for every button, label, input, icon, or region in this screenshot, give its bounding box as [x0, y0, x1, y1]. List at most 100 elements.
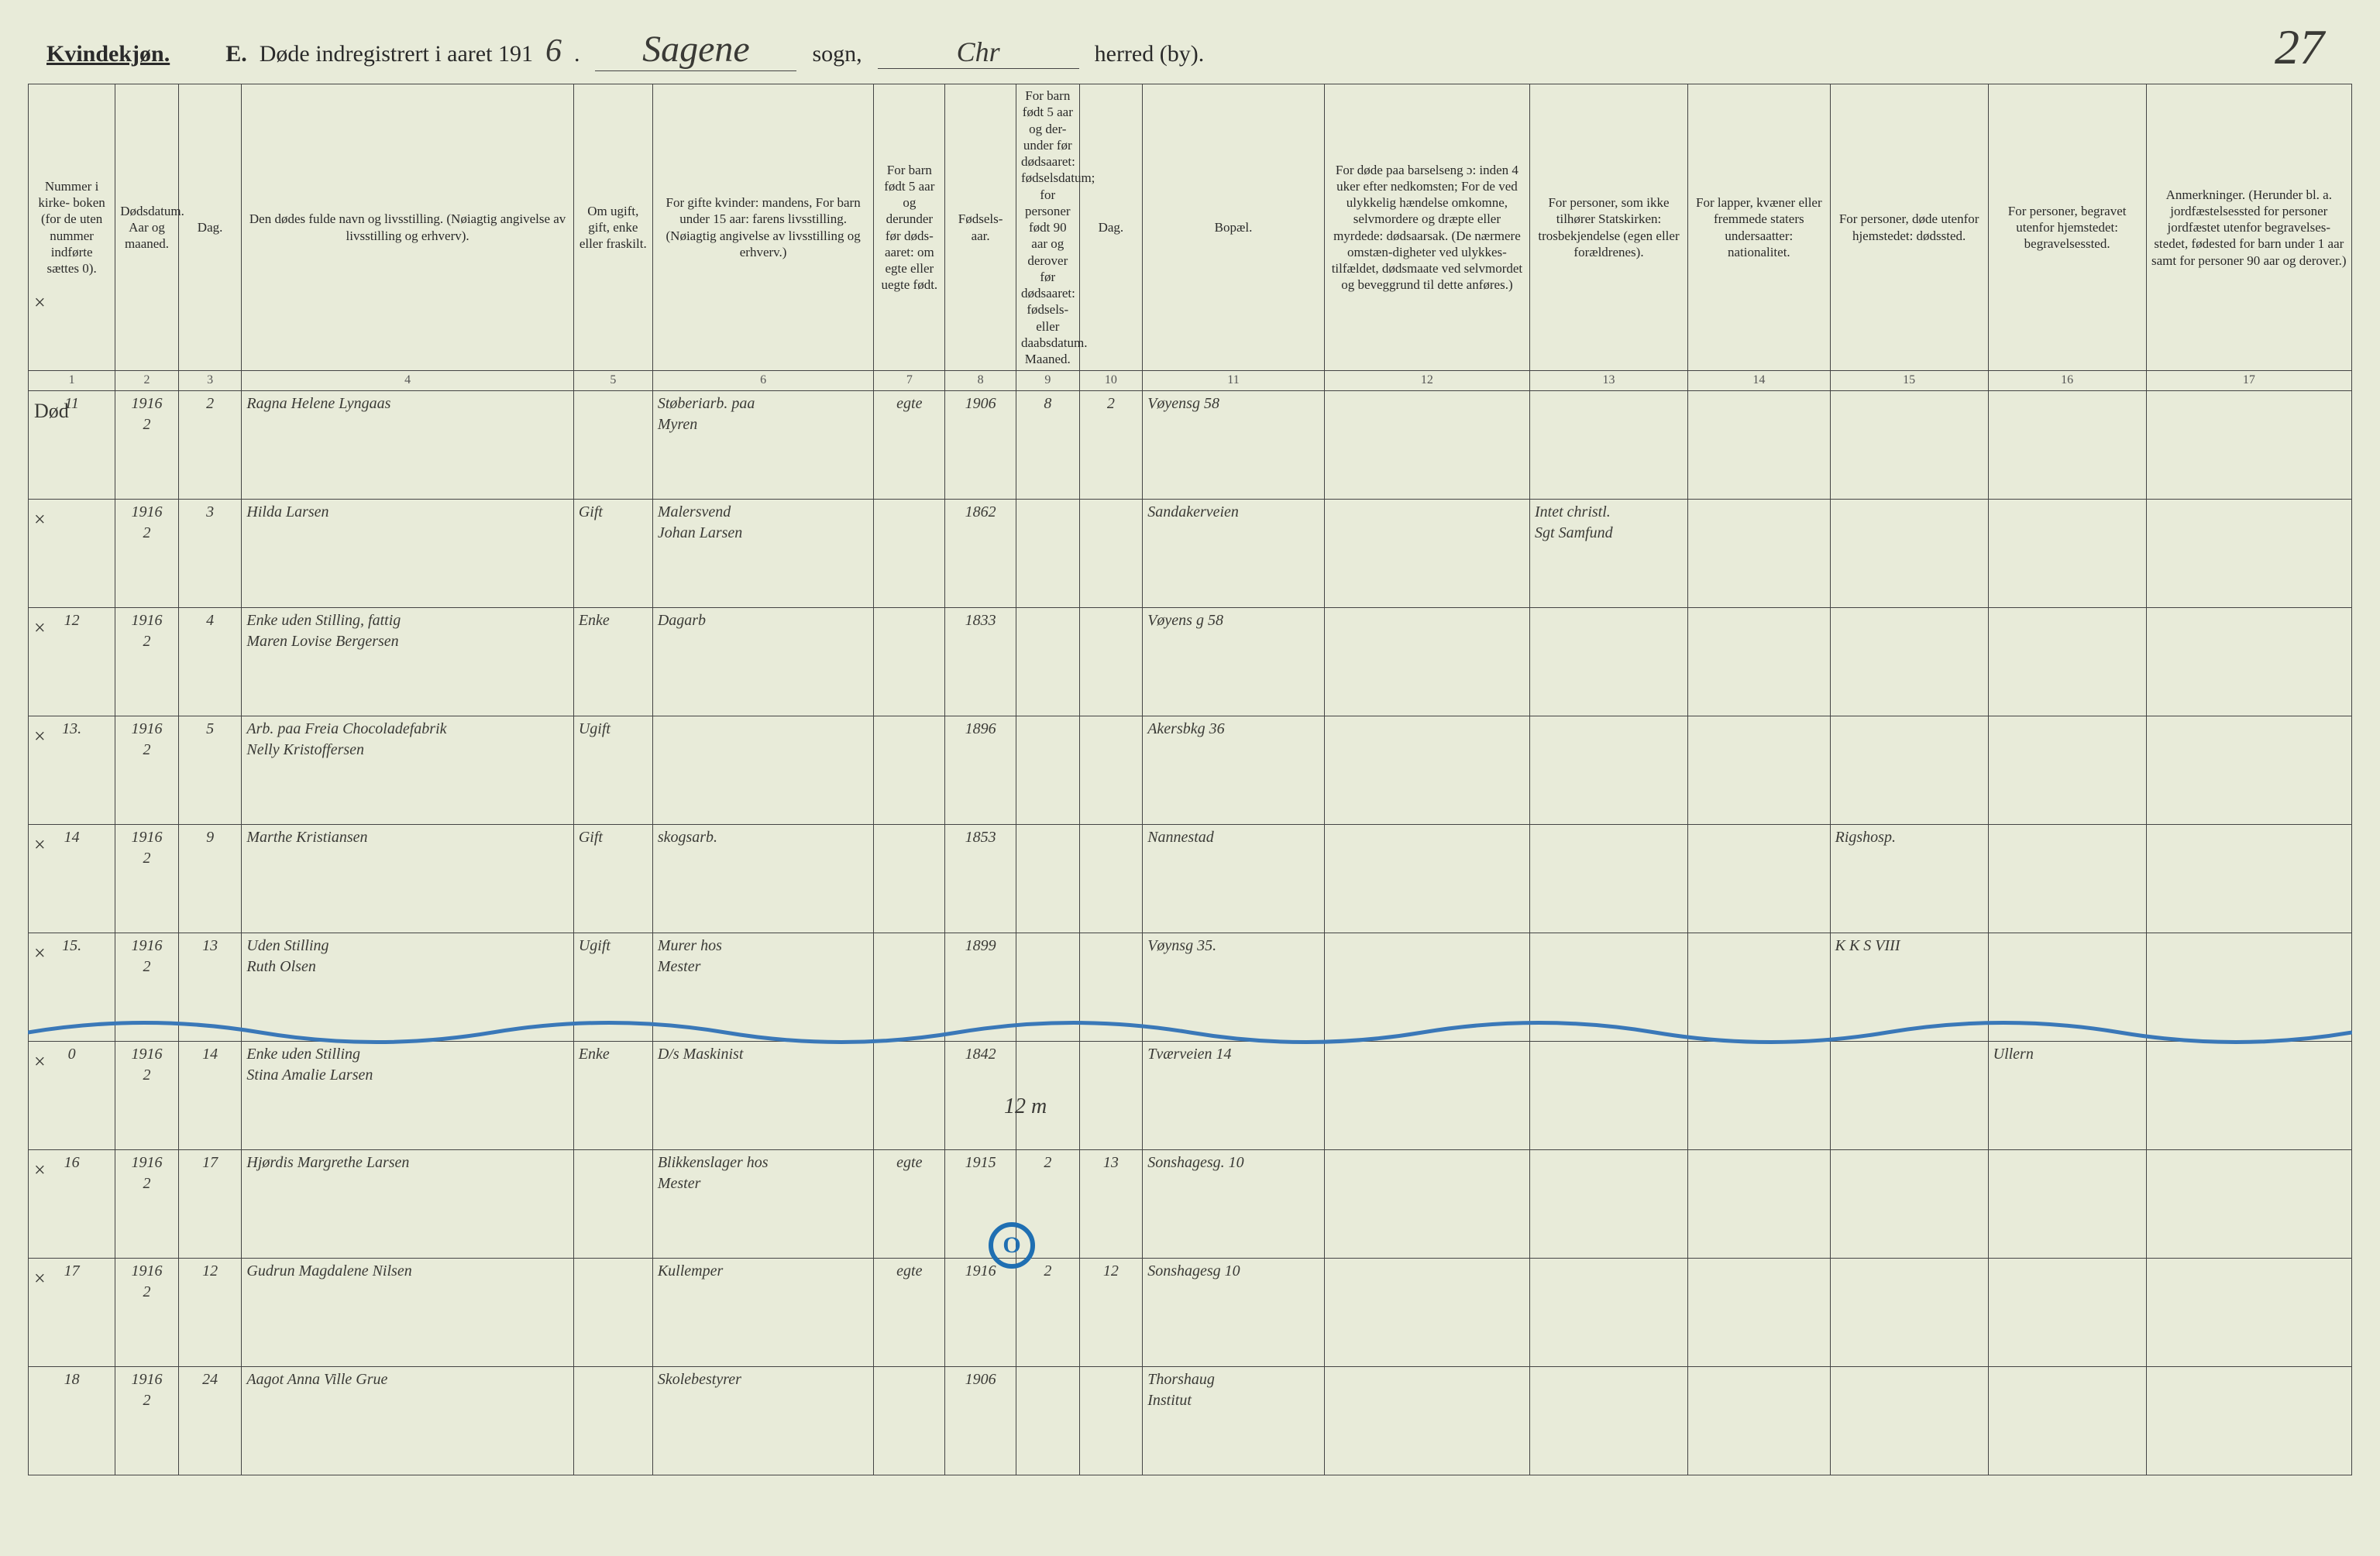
- col-header-4: Den dødes fulde navn og livsstilling. (N…: [242, 84, 573, 371]
- cell-line: 1916: [120, 503, 174, 522]
- cell-17: [2146, 391, 2351, 500]
- cell-12: [1324, 500, 1529, 608]
- cell-9: 8: [1016, 391, 1080, 500]
- form-header: Kvindekjøn. E. Døde indregistrert i aare…: [46, 28, 2352, 71]
- cell-5: Ugift: [573, 716, 652, 825]
- cell-line: 1916: [120, 394, 174, 414]
- cell-line: Enke uden Stilling: [246, 1045, 568, 1064]
- cell-line: 1916: [120, 1370, 174, 1389]
- col-header-11: Bopæl.: [1143, 84, 1325, 371]
- cell-9: [1016, 933, 1080, 1042]
- cell-line: Nelly Kristoffersen: [246, 740, 568, 760]
- cell-12: [1324, 1150, 1529, 1259]
- cell-4: Aagot Anna Ville Grue: [242, 1367, 573, 1475]
- cell-line: 2: [120, 1066, 174, 1085]
- cell-6: skogsarb.: [652, 825, 874, 933]
- cell-7: egte: [874, 1150, 945, 1259]
- cell-16: [1988, 500, 2146, 608]
- cell-11: Tværveien 14: [1143, 1042, 1325, 1150]
- cell-line: 1916: [120, 611, 174, 630]
- cell-line: Arb. paa Freia Chocoladefabrik: [246, 720, 568, 739]
- colnum: 12: [1324, 371, 1529, 391]
- cell-15: [1830, 716, 1988, 825]
- cell-8: 1862: [945, 500, 1016, 608]
- parish-hand: Sagene: [595, 28, 796, 71]
- cell-13: [1530, 391, 1688, 500]
- cell-15: [1830, 1367, 1988, 1475]
- table-row: 181916224Aagot Anna Ville GrueSkolebesty…: [29, 1367, 2352, 1475]
- cell-5: Enke: [573, 1042, 652, 1150]
- cell-5: [573, 1150, 652, 1259]
- cell-4: Gudrun Magdalene Nilsen: [242, 1259, 573, 1367]
- cell-line: Ruth Olsen: [246, 957, 568, 977]
- cell-line: 1916: [120, 936, 174, 956]
- col-header-16: For personer, begravet utenfor hjemstede…: [1988, 84, 2146, 371]
- cell-10: [1079, 608, 1143, 716]
- cell-4: Ragna Helene Lyngaas: [242, 391, 573, 500]
- section-letter: E.: [225, 41, 247, 67]
- colnum: 9: [1016, 371, 1080, 391]
- cell-line: Enke uden Stilling, fattig: [246, 611, 568, 630]
- cell-1: 18: [29, 1367, 115, 1475]
- cell-10: [1079, 716, 1143, 825]
- table-header-row: Nummer i kirke- boken (for de uten numme…: [29, 84, 2352, 371]
- annotation-circle-o-text: O: [1003, 1232, 1020, 1259]
- cell-6: D/s Maskinist: [652, 1042, 874, 1150]
- column-number-row: 1 2 3 4 5 6 7 8 9 10 11 12 13 14 15 16 1…: [29, 371, 2352, 391]
- cell-5: [573, 1367, 652, 1475]
- cell-8: 1916: [945, 1259, 1016, 1367]
- cell-10: [1079, 1042, 1143, 1150]
- year-hand: 6: [545, 33, 562, 70]
- cell-8: 1899: [945, 933, 1016, 1042]
- cell-16: [1988, 716, 2146, 825]
- cell-3: 9: [178, 825, 242, 933]
- cell-13: [1530, 716, 1688, 825]
- col-header-3: Dag.: [178, 84, 242, 371]
- cell-13: [1530, 608, 1688, 716]
- cell-11: Sandakerveien: [1143, 500, 1325, 608]
- cell-12: [1324, 825, 1529, 933]
- cell-7: [874, 716, 945, 825]
- cell-10: [1079, 500, 1143, 608]
- cell-line: 2: [120, 849, 174, 868]
- cell-14: [1688, 500, 1831, 608]
- cell-2: 19162: [115, 933, 179, 1042]
- cell-9: [1016, 1367, 1080, 1475]
- cell-17: [2146, 1367, 2351, 1475]
- col-header-6: For gifte kvinder: mandens, For barn und…: [652, 84, 874, 371]
- cell-16: [1988, 391, 2146, 500]
- cell-8: 1906: [945, 391, 1016, 500]
- title-prefix: Døde indregistrert i aaret 191: [260, 41, 533, 67]
- cell-7: egte: [874, 1259, 945, 1367]
- cell-15: Rigshosp.: [1830, 825, 1988, 933]
- cell-3: 12: [178, 1259, 242, 1367]
- margin-mark: ×: [34, 1050, 46, 1073]
- cell-line: Thorshaug: [1147, 1370, 1319, 1389]
- cell-2: 19162: [115, 608, 179, 716]
- margin-mark: ×: [34, 1267, 46, 1290]
- cell-9: 2: [1016, 1259, 1080, 1367]
- margin-mark: ×: [34, 942, 46, 965]
- cell-15: [1830, 1042, 1988, 1150]
- cell-16: [1988, 608, 2146, 716]
- margin-mark: ×: [34, 725, 46, 748]
- cell-14: [1688, 1259, 1831, 1367]
- cell-15: [1830, 500, 1988, 608]
- cell-9: [1016, 716, 1080, 825]
- col-header-13: For personer, som ikke tilhører Statskir…: [1530, 84, 1688, 371]
- cell-10: 2: [1079, 391, 1143, 500]
- cell-5: Gift: [573, 500, 652, 608]
- cell-12: [1324, 608, 1529, 716]
- colnum: 13: [1530, 371, 1688, 391]
- colnum: 6: [652, 371, 874, 391]
- cell-line: 1916: [120, 720, 174, 739]
- col-header-8: Fødsels-aar.: [945, 84, 1016, 371]
- cell-7: [874, 933, 945, 1042]
- col-header-9: For barn født 5 aar og der-under før død…: [1016, 84, 1080, 371]
- table-row: 11191622Ragna Helene LyngaasStøberiarb. …: [29, 391, 2352, 500]
- col-header-1: Nummer i kirke- boken (for de uten numme…: [29, 84, 115, 371]
- cell-11: ThorshaugInstitut: [1143, 1367, 1325, 1475]
- cell-line: Malersvend: [658, 503, 869, 522]
- cell-16: [1988, 825, 2146, 933]
- cell-11: Vøynsg 35.: [1143, 933, 1325, 1042]
